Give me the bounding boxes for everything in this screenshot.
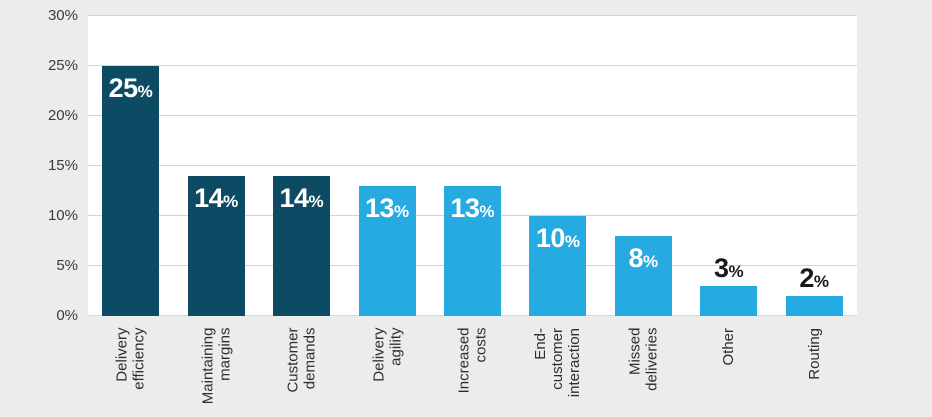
y-axis-tick-label: 20% [47, 107, 78, 124]
y-axis-tick-label: 0% [56, 307, 78, 324]
x-label-cell-maintaining-margins: Maintaining margins [174, 323, 259, 417]
x-label-cell-delivery-efficiency: Delivery efficiency [88, 323, 173, 417]
percent-sign: % [813, 272, 830, 291]
plot-area: 25% 14% 14% 13% 13% 10% 8% 3% 2% [88, 15, 857, 316]
bar-customer-demands: 14% [273, 176, 331, 316]
percent-sign: % [393, 202, 410, 221]
bar-value-number: 2 [799, 263, 814, 293]
y-axis-tick-label: 25% [47, 57, 78, 74]
x-axis-category-label-line: Missed [626, 327, 644, 376]
bar-slot-missed-deliveries: 8% [601, 15, 686, 316]
x-axis-category-label-missed-deliveries: Missed deliveries [626, 328, 660, 413]
bar-slot-delivery-agility: 13% [345, 15, 430, 316]
x-axis-category-label-line: efficiency [130, 327, 148, 390]
bar-slot-end-customer-interaction: 10% [515, 15, 600, 316]
x-label-cell-routing: Routing [772, 323, 857, 417]
percent-sign: % [223, 192, 239, 211]
bar-value-number: 14 [194, 183, 224, 213]
bar-routing [785, 296, 843, 316]
gridline [88, 165, 857, 166]
x-axis-category-label-routing: Routing [806, 328, 823, 413]
x-axis-category-label-line: demands [301, 327, 319, 390]
bar-increased-costs: 13% [443, 186, 501, 316]
x-label-cell-increased-costs: Increased costs [430, 323, 515, 417]
bar-value-number: 13 [364, 193, 395, 223]
bar-slot-maintaining-margins: 14% [174, 15, 259, 316]
bar-slot-increased-costs: 13% [430, 15, 515, 316]
bar-end-customer-interaction: 10% [529, 216, 587, 316]
percent-sign: % [479, 202, 495, 221]
bars-container: 25% 14% 14% 13% 13% 10% 8% 3% 2% [88, 15, 857, 316]
x-axis: Delivery efficiency Maintaining margins Cust… [88, 323, 857, 417]
gridline [88, 115, 857, 116]
percent-sign: % [308, 192, 324, 211]
bar-delivery-agility: 13% [358, 186, 416, 316]
bar-delivery-efficiency: 25% [102, 66, 160, 316]
gridline [88, 15, 857, 16]
x-axis-category-label-line: margins [216, 327, 234, 381]
x-axis-category-label-customer-demands: Customer demands [285, 328, 319, 413]
x-axis-category-label-other: Other [720, 328, 737, 413]
bar-value-label-customer-demands: 14% [273, 183, 330, 214]
x-label-cell-end-customer-interaction: End-customer interaction [515, 323, 600, 417]
y-axis: 30% 25% 20% 15% 10% 5% 0% [0, 0, 78, 417]
bar-value-label-maintaining-margins: 14% [188, 183, 245, 214]
gridline [88, 65, 857, 66]
x-axis-category-label-line: costs [472, 327, 490, 363]
percent-sign: % [643, 252, 659, 271]
bar-value-number: 3 [713, 253, 729, 283]
percent-sign: % [137, 82, 153, 101]
x-axis-category-label-line: deliveries [643, 327, 661, 391]
x-axis-category-label-line: Routing [805, 327, 823, 380]
x-axis-category-label-line: interaction [566, 327, 584, 397]
bar-value-label-increased-costs: 13% [444, 193, 501, 224]
bar-slot-other: 3% [686, 15, 771, 316]
bar-slot-delivery-efficiency: 25% [88, 15, 173, 316]
x-axis-category-label-maintaining-margins: Maintaining margins [199, 328, 233, 413]
bar-value-number: 8 [628, 243, 644, 273]
y-axis-tick-label: 5% [56, 257, 78, 274]
bar-value-number: 10 [535, 223, 566, 253]
percent-sign: % [728, 262, 744, 281]
bar-slot-customer-demands: 14% [259, 15, 344, 316]
x-axis-category-label-line: Delivery [113, 327, 131, 382]
bar-value-label-end-customer-interaction: 10% [529, 223, 586, 254]
x-axis-category-label-delivery-agility: Delivery agility [370, 328, 404, 413]
bar-value-label-routing: 2% [799, 263, 829, 294]
x-axis-category-label-line: Delivery [370, 327, 388, 382]
x-axis-category-label-line: Other [720, 327, 738, 366]
x-label-cell-delivery-agility: Delivery agility [345, 323, 430, 417]
bar-slot-routing: 2% [772, 15, 857, 316]
bar-value-number: 13 [450, 193, 480, 223]
bar-value-label-other: 3% [714, 253, 744, 284]
x-axis-category-label-line: Increased [455, 327, 473, 394]
bar-value-number: 14 [279, 183, 310, 213]
bar-missed-deliveries: 8% [614, 236, 672, 316]
bar-value-label-delivery-efficiency: 25% [102, 73, 159, 104]
y-axis-tick-label: 30% [47, 7, 78, 24]
percent-sign: % [564, 232, 580, 251]
x-axis-category-label-end-customer-interaction: End-customer interaction [532, 328, 583, 413]
bar-value-label-delivery-agility: 13% [359, 193, 416, 224]
x-axis-category-label-line: customer [549, 327, 567, 390]
bar-value-number: 25 [108, 73, 139, 103]
x-axis-category-label-line: End- [532, 327, 550, 360]
x-label-cell-missed-deliveries: Missed deliveries [601, 323, 686, 417]
x-axis-category-label-line: Maintaining [199, 327, 217, 405]
y-axis-tick-label: 10% [47, 207, 78, 224]
bar-value-label-missed-deliveries: 8% [615, 243, 672, 274]
x-label-cell-customer-demands: Customer demands [259, 323, 344, 417]
x-axis-category-label-increased-costs: Increased costs [455, 328, 489, 413]
bar-maintaining-margins: 14% [187, 176, 245, 316]
bar-other [700, 286, 758, 316]
x-axis-category-label-line: Customer [284, 327, 302, 393]
x-axis-category-label-line: agility [387, 327, 405, 366]
x-label-cell-other: Other [686, 323, 771, 417]
y-axis-tick-label: 15% [47, 157, 78, 174]
x-axis-category-label-delivery-efficiency: Delivery efficiency [114, 328, 148, 413]
